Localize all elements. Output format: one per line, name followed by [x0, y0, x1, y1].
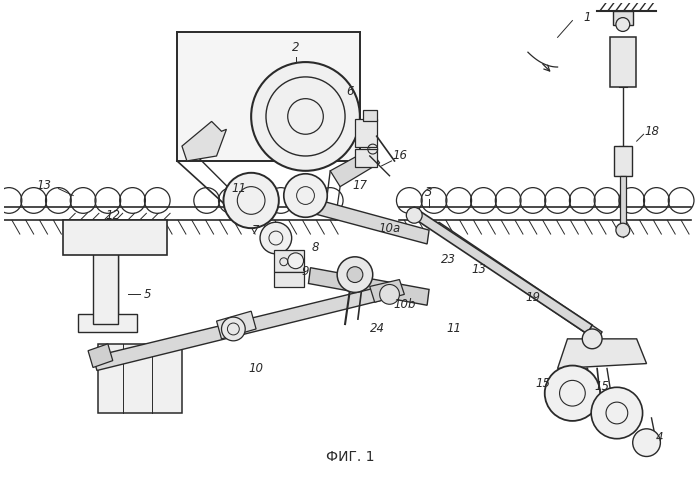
Text: 17: 17 [352, 179, 368, 192]
Text: 19: 19 [526, 291, 540, 304]
Bar [177, 32, 360, 161]
Text: 10b: 10b [393, 298, 416, 311]
Text: 6: 6 [346, 85, 354, 98]
Circle shape [545, 365, 600, 421]
Circle shape [221, 317, 245, 341]
Polygon shape [309, 268, 429, 305]
Circle shape [379, 284, 400, 304]
Text: 10: 10 [248, 362, 264, 375]
Text: 11: 11 [232, 182, 247, 195]
Circle shape [260, 222, 292, 254]
Bar [274, 272, 304, 287]
Circle shape [251, 62, 360, 171]
Bar [274, 250, 304, 272]
Circle shape [223, 173, 279, 228]
Bar [98, 230, 118, 319]
Bar [620, 176, 626, 230]
Text: 9: 9 [302, 265, 309, 278]
Circle shape [616, 223, 630, 237]
Text: 4: 4 [656, 431, 663, 444]
Text: 16: 16 [392, 149, 407, 162]
Text: 15: 15 [536, 377, 550, 390]
Bar [363, 109, 377, 121]
Bar [98, 344, 182, 413]
Bar [63, 220, 167, 255]
Circle shape [337, 257, 372, 293]
Bar [355, 120, 377, 147]
Circle shape [633, 429, 660, 456]
Polygon shape [182, 121, 226, 161]
Text: 11: 11 [447, 322, 461, 335]
Bar [614, 146, 631, 176]
Bar [610, 38, 636, 87]
Polygon shape [558, 339, 647, 369]
Circle shape [406, 207, 422, 223]
Text: 18: 18 [644, 125, 659, 138]
Polygon shape [330, 149, 379, 187]
Text: 24: 24 [370, 322, 385, 335]
Text: 2: 2 [292, 41, 300, 54]
Circle shape [592, 388, 643, 439]
Text: 7: 7 [252, 224, 260, 237]
Text: 3: 3 [426, 186, 433, 199]
Bar [78, 314, 137, 332]
Polygon shape [434, 222, 602, 341]
Text: 13: 13 [471, 263, 486, 276]
Text: 13: 13 [36, 179, 51, 192]
Circle shape [616, 18, 630, 31]
Bar [355, 149, 377, 167]
Polygon shape [370, 280, 405, 302]
Text: 1: 1 [584, 11, 591, 24]
Polygon shape [88, 344, 113, 367]
Circle shape [284, 174, 328, 217]
Text: 23: 23 [441, 253, 456, 266]
Text: ФИГ. 1: ФИГ. 1 [326, 451, 374, 465]
Circle shape [347, 267, 363, 282]
Text: 5: 5 [144, 288, 151, 301]
Polygon shape [216, 311, 256, 339]
Polygon shape [93, 284, 393, 371]
Polygon shape [316, 201, 429, 244]
Text: 15: 15 [594, 380, 610, 393]
Text: 12: 12 [105, 209, 120, 222]
Text: 8: 8 [312, 241, 319, 254]
Circle shape [582, 329, 602, 349]
Circle shape [288, 253, 304, 268]
Bar [93, 230, 118, 324]
Bar [613, 11, 633, 25]
Polygon shape [410, 207, 592, 334]
Text: 10a: 10a [379, 222, 400, 235]
